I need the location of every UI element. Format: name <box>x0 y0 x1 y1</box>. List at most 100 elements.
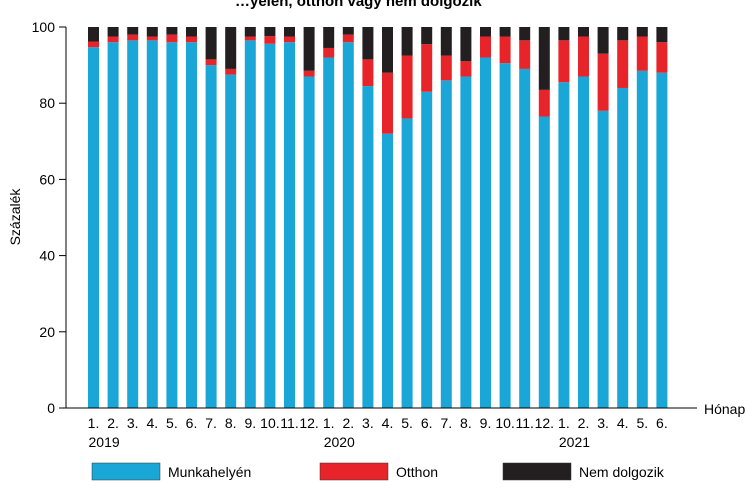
x-tick-label: 8. <box>225 415 237 431</box>
bar-segment-nem-dolgozik <box>617 27 629 41</box>
plot-area <box>88 27 668 409</box>
x-tick-label: 1. <box>88 415 100 431</box>
bar-segment-otthon <box>578 36 589 77</box>
y-tick-label: 20 <box>39 324 55 340</box>
bar-segment-munkahelyén <box>382 133 393 408</box>
x-tick-label: 4. <box>146 415 158 431</box>
bar-segment-otthon <box>342 34 354 43</box>
bar-segment-munkahelyén <box>597 110 609 408</box>
year-label: 2021 <box>559 434 590 450</box>
bar-segment-otthon <box>656 42 668 73</box>
bar-segment-otthon <box>244 36 256 41</box>
bar-segment-otthon <box>538 89 550 117</box>
bar-segment-nem-dolgozik <box>401 27 413 56</box>
bar-segment-otthon <box>146 36 158 41</box>
bar-segment-munkahelyén <box>146 40 158 409</box>
bar-segment-munkahelyén <box>519 68 531 408</box>
bar-segment-munkahelyén <box>362 86 374 408</box>
bar-segment-nem-dolgozik <box>186 27 197 37</box>
bar-segment-nem-dolgozik <box>127 27 139 35</box>
bar-segment-munkahelyén <box>244 40 256 409</box>
bar-segment-munkahelyén <box>440 80 452 408</box>
x-tick-label: 1. <box>323 415 335 431</box>
bar-segment-nem-dolgozik <box>440 27 452 56</box>
x-tick-label: 9. <box>244 415 256 431</box>
bar-segment-munkahelyén <box>166 42 178 409</box>
bar-segment-otthon <box>421 44 433 92</box>
x-tick-label: 9. <box>480 415 492 431</box>
bar-segment-otthon <box>460 61 472 77</box>
bar-segment-munkahelyén <box>421 91 433 409</box>
bar-segment-otthon <box>382 72 393 134</box>
bar-segment-otthon <box>323 47 335 58</box>
bar-segment-munkahelyén <box>303 76 315 408</box>
x-tick-label: 6. <box>421 415 433 431</box>
x-tick-label: 11. <box>515 415 533 431</box>
bar-segment-nem-dolgozik <box>342 27 354 35</box>
x-tick-label: 2. <box>578 415 590 431</box>
chart-title: …yelén, otthon vagy nem dolgozik <box>235 0 482 10</box>
bar-segment-otthon <box>499 36 511 64</box>
bar-segment-otthon <box>107 36 119 43</box>
y-tick-label: 0 <box>47 400 55 416</box>
bar-segment-nem-dolgozik <box>146 27 158 37</box>
bar-segment-munkahelyén <box>284 42 295 409</box>
x-tick-label: 10. <box>495 415 514 431</box>
bar-segment-otthon <box>88 41 99 48</box>
year-label: 2020 <box>324 434 355 450</box>
bar-segment-nem-dolgozik <box>656 27 668 43</box>
bar-segment-nem-dolgozik <box>538 27 550 90</box>
x-tick-label: 8. <box>460 415 472 431</box>
bar-segment-munkahelyén <box>538 116 550 408</box>
y-axis-title: Százalék <box>7 188 23 246</box>
x-tick-label: 3. <box>597 415 609 431</box>
x-tick-label: 5. <box>636 415 648 431</box>
bar-segment-otthon <box>480 36 491 58</box>
bar-segment-munkahelyén <box>401 118 413 408</box>
bar-segment-munkahelyén <box>342 42 354 409</box>
bar-segment-nem-dolgozik <box>362 27 374 60</box>
x-tick-label: 5. <box>166 415 178 431</box>
legend-label: Otthon <box>396 464 438 480</box>
bar-segment-nem-dolgozik <box>323 27 335 48</box>
bar-segment-munkahelyén <box>480 57 491 408</box>
bar-segment-nem-dolgozik <box>303 27 315 71</box>
x-tick-label: 4. <box>382 415 394 431</box>
bar-segment-nem-dolgozik <box>205 27 217 60</box>
year-label: 2019 <box>89 434 120 450</box>
legend: Munkahelyén Otthon Nem dolgozik <box>91 462 665 481</box>
bar-segment-munkahelyén <box>186 42 197 409</box>
y-tick-label: 60 <box>39 171 55 187</box>
bar-segment-nem-dolgozik <box>382 27 393 73</box>
bar-segment-munkahelyén <box>88 47 99 408</box>
bar-segment-munkahelyén <box>127 40 139 409</box>
bar-segment-otthon <box>519 40 531 69</box>
bar-segment-nem-dolgozik <box>284 27 295 37</box>
bar-segment-munkahelyén <box>636 70 648 408</box>
bar-segment-otthon <box>166 34 178 43</box>
legend-swatch <box>91 462 161 481</box>
x-tick-label: 7. <box>205 415 217 431</box>
x-tick-label: 10. <box>260 415 279 431</box>
bar-segment-munkahelyén <box>617 87 629 409</box>
bar-segment-nem-dolgozik <box>421 27 433 45</box>
y-tick-label: 40 <box>39 248 55 264</box>
bar-segment-munkahelyén <box>578 76 589 408</box>
bar-segment-otthon <box>636 36 648 71</box>
bar-segment-munkahelyén <box>499 63 511 408</box>
bar-segment-munkahelyén <box>225 74 237 409</box>
bar-segment-nem-dolgozik <box>558 27 570 41</box>
bar-segment-munkahelyén <box>558 82 570 408</box>
x-tick-label: 6. <box>186 415 198 431</box>
bar-segment-nem-dolgozik <box>597 27 609 54</box>
bar-segment-otthon <box>127 34 139 41</box>
bar-segment-otthon <box>225 68 237 75</box>
bar-segment-otthon <box>617 40 629 88</box>
bar-segment-nem-dolgozik <box>499 27 511 37</box>
legend-label: Munkahelyén <box>168 464 251 480</box>
y-tick-label: 80 <box>39 95 55 111</box>
x-axis-title: Hónap <box>704 401 745 417</box>
bar-segment-nem-dolgozik <box>480 27 491 37</box>
bar-segment-otthon <box>362 59 374 87</box>
